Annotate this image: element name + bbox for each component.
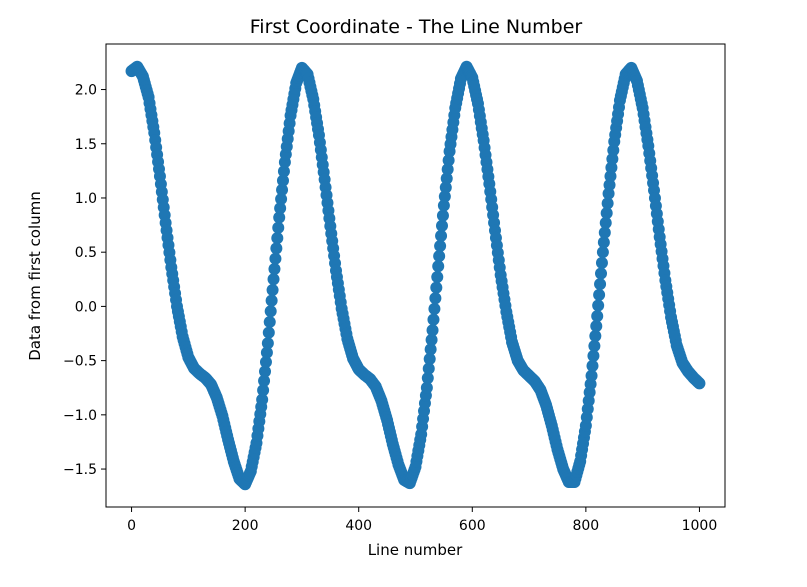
- y-tick-label: 2.0: [75, 83, 97, 99]
- data-point-fill: [588, 339, 601, 352]
- data-point-fill: [436, 209, 449, 222]
- data-point-fill: [431, 270, 444, 283]
- data-point-fill: [266, 283, 279, 296]
- data-point: [420, 381, 433, 394]
- data-point-fill: [269, 252, 282, 265]
- data-point-fill: [429, 292, 442, 305]
- data-point-fill: [271, 232, 284, 245]
- data-point-fill: [599, 216, 612, 229]
- data-point-fill: [274, 202, 287, 215]
- data-point-fill: [434, 240, 447, 253]
- data-point-fill: [262, 326, 275, 339]
- data-point-fill: [276, 183, 289, 196]
- data-point-fill: [428, 302, 441, 315]
- data-point-fill: [440, 172, 453, 185]
- y-tick-label: 0.0: [75, 299, 97, 315]
- data-point-fill: [603, 178, 616, 191]
- data-point-fill: [423, 352, 436, 365]
- data-point-fill: [427, 313, 440, 326]
- data-point-fill: [259, 365, 272, 378]
- data-point-fill: [430, 281, 443, 294]
- data-point-fill: [276, 174, 289, 187]
- data-point: [261, 337, 274, 350]
- data-point-fill: [590, 320, 603, 333]
- x-tick-label: 800: [572, 518, 599, 534]
- y-tick-label: 1.0: [75, 191, 97, 207]
- data-point-fill: [435, 229, 448, 242]
- x-tick-label: 400: [345, 518, 372, 534]
- data-point-fill: [433, 250, 446, 263]
- data-point-fill: [589, 330, 602, 343]
- x-tick-label: 0: [127, 518, 136, 534]
- y-tick-label: −1.0: [63, 408, 97, 424]
- data-point: [596, 246, 609, 259]
- data-point-fill: [441, 163, 454, 176]
- data-point-fill: [606, 152, 619, 165]
- data-point-fill: [260, 346, 273, 359]
- data-point-fill: [604, 170, 617, 183]
- y-axis-label: Data from first column: [26, 191, 44, 361]
- data-point-fill: [586, 359, 599, 372]
- data-point-fill: [275, 193, 288, 206]
- data-point-fill: [265, 294, 278, 307]
- data-point: [585, 369, 598, 382]
- data-point: [426, 324, 439, 337]
- data-point-fill: [436, 219, 448, 232]
- data-point-fill: [439, 181, 452, 194]
- data-point-fill: [600, 207, 613, 220]
- data-point-fill: [595, 267, 608, 280]
- y-tick-label: 0.5: [75, 245, 97, 261]
- plot-frame: [105, 43, 726, 508]
- data-point-fill: [597, 236, 610, 249]
- data-point-fill: [425, 333, 438, 346]
- data-point-fill: [605, 161, 618, 174]
- data-point-fill: [277, 165, 290, 178]
- data-point-fill: [268, 262, 281, 275]
- x-axis-label: Line number: [368, 541, 463, 559]
- data-point-fill: [595, 256, 608, 269]
- data-point-fill: [587, 349, 600, 362]
- data-point-fill: [259, 356, 272, 369]
- x-tick-label: 200: [232, 518, 259, 534]
- data-point-fill: [424, 343, 437, 356]
- data-point-fill: [601, 197, 614, 210]
- data-point-fill: [593, 288, 606, 301]
- data-point-fill: [607, 144, 620, 157]
- data-point: [267, 273, 280, 286]
- data-point-fill: [421, 372, 434, 385]
- x-tick-label: 1000: [682, 518, 718, 534]
- data-points: [125, 60, 706, 491]
- data-point-fill: [592, 299, 605, 312]
- data-point-fill: [263, 315, 276, 328]
- data-point: [693, 377, 706, 390]
- data-point-fill: [270, 242, 283, 255]
- data-point-fill: [598, 226, 611, 239]
- data-point-fill: [258, 374, 271, 387]
- chart-title: First Coordinate - The Line Number: [250, 16, 583, 38]
- data-point: [273, 211, 286, 224]
- data-point: [602, 187, 615, 200]
- x-tick-label: 600: [459, 518, 486, 534]
- y-tick-label: 1.5: [75, 137, 97, 153]
- y-tick-label: −0.5: [63, 354, 97, 370]
- data-point-fill: [594, 278, 607, 291]
- data-point: [591, 310, 604, 323]
- data-point-fill: [257, 384, 270, 397]
- data-point-fill: [272, 221, 285, 234]
- data-point-fill: [422, 362, 435, 375]
- data-point-fill: [438, 190, 451, 203]
- data-point: [432, 260, 445, 273]
- data-point-fill: [442, 154, 455, 167]
- y-axis: 2.0 1.5 1.0 0.5 0.0 −0.5 −1.0 −1.5: [63, 83, 106, 478]
- data-point: [256, 393, 269, 406]
- x-axis: 0 200 400 600 800 1000: [127, 507, 717, 534]
- data-point: [437, 199, 450, 212]
- data-point-fill: [264, 305, 277, 318]
- y-tick-label: −1.5: [63, 462, 97, 478]
